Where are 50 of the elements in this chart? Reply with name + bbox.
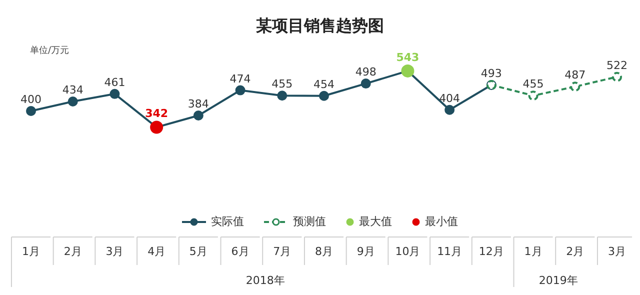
point — [68, 96, 78, 106]
point — [193, 110, 204, 120]
x-tick-label: 3月 — [106, 245, 124, 258]
x-tick-label: 12月 — [478, 245, 504, 258]
x-tick-label: 8月 — [315, 245, 333, 258]
data-label: 342 — [145, 107, 168, 120]
x-tick-label: 2月 — [566, 245, 584, 258]
point — [26, 106, 36, 116]
data-label: 455 — [272, 78, 293, 91]
data-label: 454 — [314, 78, 334, 91]
x-tick-label: 4月 — [148, 245, 166, 258]
point — [319, 90, 329, 101]
data-label: 384 — [188, 97, 209, 110]
point — [277, 90, 288, 101]
text: 2019年 — [538, 274, 578, 287]
point — [528, 90, 538, 101]
data-label: 404 — [439, 92, 460, 105]
data-label: 461 — [104, 76, 126, 89]
data-label: 493 — [480, 66, 502, 80]
legend-label: 最大值 — [358, 214, 392, 229]
chart-title: 某项目销售趋势图 — [255, 16, 385, 37]
data-label: 543 — [396, 50, 420, 64]
x-tick-label: 6月 — [231, 245, 250, 258]
x-tick-label: 3月 — [608, 245, 626, 258]
x-tick-label: 7月 — [273, 245, 292, 258]
data-label: 498 — [355, 66, 376, 79]
point — [360, 78, 371, 89]
data-label: 434 — [62, 83, 84, 96]
x-tick-label: 5月 — [189, 245, 208, 258]
x-tick-label: 1月 — [524, 245, 542, 258]
y-axis-title: 单位/万元 — [30, 44, 70, 57]
x-tick-label: 10月 — [395, 245, 420, 258]
data-label: 455 — [522, 78, 544, 91]
data-label: 487 — [564, 68, 586, 82]
x-tick-label: 9月 — [356, 245, 375, 258]
text: 2018年 — [246, 274, 285, 287]
data-label: 522 — [606, 58, 628, 72]
point — [570, 82, 580, 92]
point — [110, 88, 120, 99]
point — [235, 85, 246, 96]
legend-label: 最小值 — [424, 214, 458, 229]
data-label: 400 — [20, 93, 42, 106]
legend-label: 实际值 — [210, 214, 244, 229]
point — [612, 72, 622, 82]
data-label: 474 — [230, 72, 251, 86]
point — [444, 104, 455, 115]
x-tick-label: 11月 — [437, 245, 462, 258]
x-tick-label: 1月 — [22, 245, 40, 258]
legend-label: 预测值 — [292, 214, 326, 229]
x-tick-label: 2月 — [64, 245, 82, 258]
